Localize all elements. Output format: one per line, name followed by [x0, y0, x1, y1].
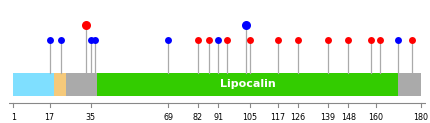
Text: 35: 35: [86, 113, 96, 122]
Text: 69: 69: [163, 113, 173, 122]
Bar: [54, 73, 66, 96]
Text: 180: 180: [414, 113, 429, 122]
Bar: [98, 73, 398, 96]
Text: 139: 139: [320, 113, 335, 122]
Bar: [398, 73, 421, 96]
Text: 160: 160: [368, 113, 383, 122]
Text: 105: 105: [243, 113, 258, 122]
Text: 82: 82: [193, 113, 203, 122]
Text: 91: 91: [213, 113, 223, 122]
Text: 148: 148: [341, 113, 356, 122]
Text: 17: 17: [45, 113, 55, 122]
Text: 1: 1: [11, 113, 15, 122]
Bar: [66, 73, 98, 96]
Text: Lipocalin: Lipocalin: [220, 79, 276, 89]
Text: 117: 117: [270, 113, 285, 122]
Text: 126: 126: [291, 113, 306, 122]
Bar: [13, 73, 54, 96]
